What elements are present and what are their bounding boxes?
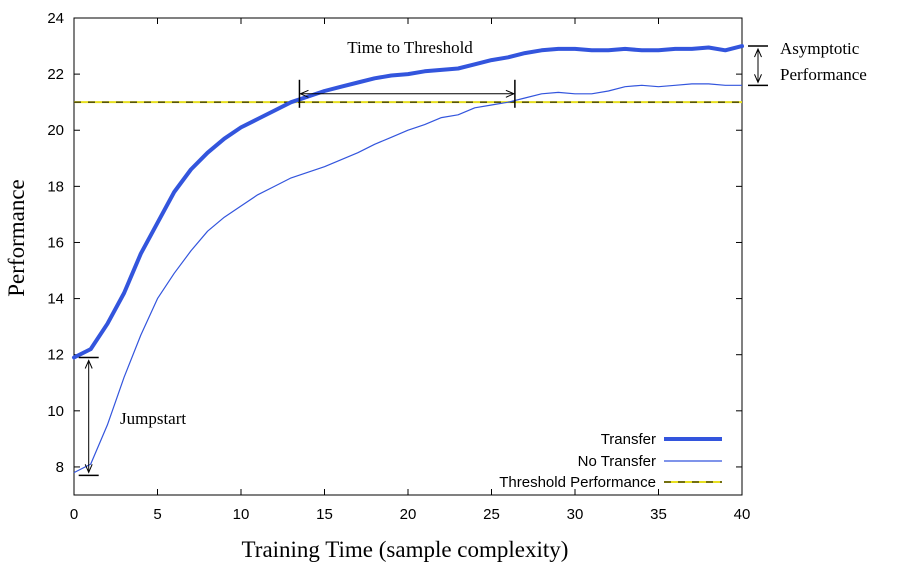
annotations: Time to Threshold Asymptotic Performance… bbox=[78, 38, 867, 477]
jumpstart-label: Jumpstart bbox=[120, 409, 186, 428]
y-axis-title: Performance bbox=[4, 179, 29, 297]
x-tick-label: 0 bbox=[70, 506, 78, 523]
y-tick-label: 10 bbox=[47, 403, 64, 420]
y-tick-label: 14 bbox=[47, 291, 64, 308]
x-tick-label: 10 bbox=[233, 506, 250, 523]
y-tick-label: 12 bbox=[47, 347, 64, 364]
x-axis-title: Training Time (sample complexity) bbox=[242, 537, 569, 562]
y-axis-ticks: 8 10 12 14 16 18 20 22 24 bbox=[47, 10, 742, 476]
x-tick-label: 15 bbox=[316, 506, 333, 523]
asymptotic-label-line2: Performance bbox=[780, 65, 867, 84]
asymptotic-arrow-head-start bbox=[754, 47, 762, 58]
time-to-threshold-arrow-head-start bbox=[299, 89, 309, 98]
no-transfer-line bbox=[73, 83, 742, 474]
x-tick-label: 35 bbox=[650, 506, 667, 523]
jumpstart-arrow-head-start bbox=[84, 359, 93, 369]
asymptotic-arrow-head-end bbox=[754, 74, 762, 84]
x-axis-ticks: 0 5 10 15 20 25 30 35 40 bbox=[70, 18, 751, 523]
y-tick-label: 24 bbox=[47, 10, 64, 27]
x-tick-label: 5 bbox=[153, 506, 161, 523]
legend-label-transfer: Transfer bbox=[601, 431, 656, 448]
transfer-line bbox=[72, 44, 744, 360]
y-tick-label: 22 bbox=[47, 66, 64, 83]
y-tick-label: 16 bbox=[47, 234, 64, 251]
y-tick-label: 20 bbox=[47, 122, 64, 139]
x-tick-label: 20 bbox=[400, 506, 417, 523]
series-lines bbox=[72, 44, 744, 474]
time-to-threshold-label: Time to Threshold bbox=[347, 38, 473, 57]
legend-label-no-transfer: No Transfer bbox=[578, 453, 656, 470]
asymptotic-label-line1: Asymptotic bbox=[780, 39, 860, 58]
legend-label-threshold: Threshold Performance bbox=[499, 474, 656, 491]
y-tick-label: 8 bbox=[56, 459, 64, 476]
x-tick-label: 25 bbox=[483, 506, 500, 523]
jumpstart-arrow-head-end bbox=[84, 464, 93, 474]
y-tick-label: 18 bbox=[47, 178, 64, 195]
x-tick-label: 40 bbox=[734, 506, 751, 523]
x-tick-label: 30 bbox=[567, 506, 584, 523]
time-to-threshold-arrow-head-end bbox=[505, 89, 516, 98]
legend: Transfer No Transfer Threshold Performan… bbox=[499, 431, 722, 491]
